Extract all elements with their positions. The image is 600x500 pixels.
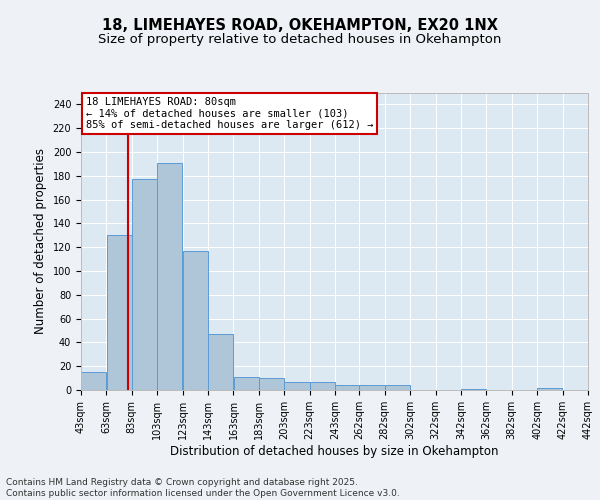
Bar — [359, 385, 385, 390]
Bar — [132, 180, 157, 390]
Bar — [538, 388, 562, 390]
Bar — [233, 377, 259, 390]
Bar — [461, 389, 486, 390]
Text: 18 LIMEHAYES ROAD: 80sqm
← 14% of detached houses are smaller (103)
85% of semi-: 18 LIMEHAYES ROAD: 80sqm ← 14% of detach… — [86, 97, 374, 130]
Bar — [157, 162, 182, 390]
Text: Size of property relative to detached houses in Okehampton: Size of property relative to detached ho… — [98, 32, 502, 46]
Bar — [259, 378, 284, 390]
X-axis label: Distribution of detached houses by size in Okehampton: Distribution of detached houses by size … — [170, 444, 499, 458]
Bar — [107, 236, 131, 390]
Bar — [335, 385, 361, 390]
Bar — [385, 385, 410, 390]
Text: Contains HM Land Registry data © Crown copyright and database right 2025.
Contai: Contains HM Land Registry data © Crown c… — [6, 478, 400, 498]
Y-axis label: Number of detached properties: Number of detached properties — [34, 148, 47, 334]
Bar — [183, 251, 208, 390]
Text: 18, LIMEHAYES ROAD, OKEHAMPTON, EX20 1NX: 18, LIMEHAYES ROAD, OKEHAMPTON, EX20 1NX — [102, 18, 498, 32]
Bar — [208, 334, 233, 390]
Bar — [284, 382, 310, 390]
Bar — [81, 372, 106, 390]
Bar — [310, 382, 335, 390]
